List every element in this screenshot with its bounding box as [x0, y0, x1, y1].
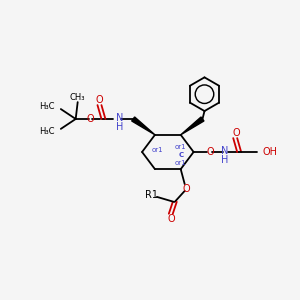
Text: O: O: [168, 214, 176, 224]
Text: or1: or1: [175, 144, 187, 150]
Text: O: O: [183, 184, 190, 194]
Text: O: O: [232, 128, 240, 138]
Text: O: O: [87, 114, 94, 124]
Text: H: H: [116, 122, 123, 132]
Text: H₃C: H₃C: [39, 127, 55, 136]
Text: O: O: [207, 147, 214, 157]
Text: O: O: [96, 95, 103, 105]
Polygon shape: [181, 117, 204, 135]
Text: N: N: [220, 146, 228, 156]
Polygon shape: [132, 117, 155, 135]
Text: R1: R1: [146, 190, 158, 200]
Text: N: N: [116, 113, 123, 123]
Text: or1: or1: [152, 147, 164, 153]
Text: or1: or1: [175, 160, 187, 166]
Text: H₃C: H₃C: [39, 102, 55, 111]
Text: CH₃: CH₃: [70, 93, 86, 102]
Text: C: C: [178, 152, 183, 158]
Text: H: H: [220, 155, 228, 165]
Text: OH: OH: [263, 147, 278, 157]
